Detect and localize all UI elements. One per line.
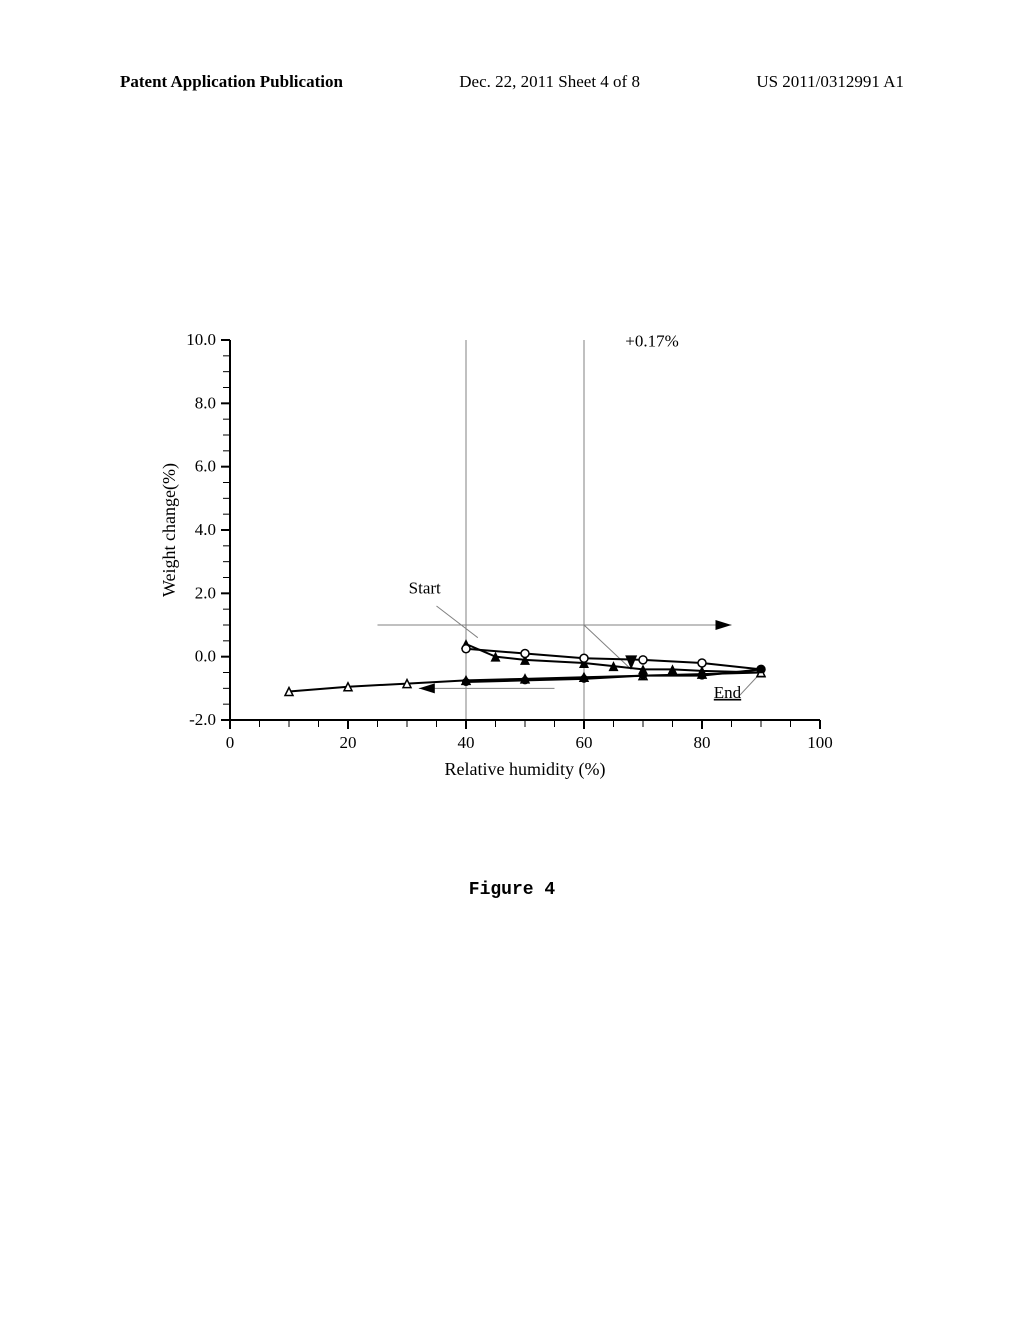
figure-label: Figure 4: [0, 880, 1024, 900]
svg-text:Start: Start: [409, 578, 441, 597]
svg-text:0.0: 0.0: [195, 647, 216, 666]
svg-text:6.0: 6.0: [195, 457, 216, 476]
page-header: Patent Application Publication Dec. 22, …: [0, 72, 1024, 92]
chart-svg: 0 20 40 60 80 100 -2.0 0.0 2.0 4.0 6.0 8.0 10.0 Relat…: [150, 330, 850, 800]
svg-text:60: 60: [576, 733, 593, 752]
svg-text:10.0: 10.0: [186, 330, 216, 349]
svg-text:0: 0: [226, 733, 235, 752]
svg-text:8.0: 8.0: [195, 393, 216, 412]
header-left: Patent Application Publication: [120, 72, 343, 92]
svg-text:40: 40: [458, 733, 475, 752]
svg-text:-2.0: -2.0: [189, 710, 216, 729]
chart-dvs-isotherm: 0 20 40 60 80 100 -2.0 0.0 2.0 4.0 6.0 8.0 10.0 Relat…: [150, 330, 850, 800]
svg-text:20: 20: [340, 733, 357, 752]
svg-text:Weight change(%): Weight change(%): [159, 463, 180, 597]
svg-text:+0.17%: +0.17%: [625, 331, 679, 350]
header-center: Dec. 22, 2011 Sheet 4 of 8: [459, 72, 640, 92]
header-right: US 2011/0312991 A1: [756, 72, 904, 92]
svg-text:4.0: 4.0: [195, 520, 216, 539]
svg-text:Relative humidity (%): Relative humidity (%): [445, 759, 606, 780]
svg-text:100: 100: [807, 733, 833, 752]
svg-text:80: 80: [694, 733, 711, 752]
svg-text:End: End: [714, 683, 742, 702]
svg-text:2.0: 2.0: [195, 583, 216, 602]
